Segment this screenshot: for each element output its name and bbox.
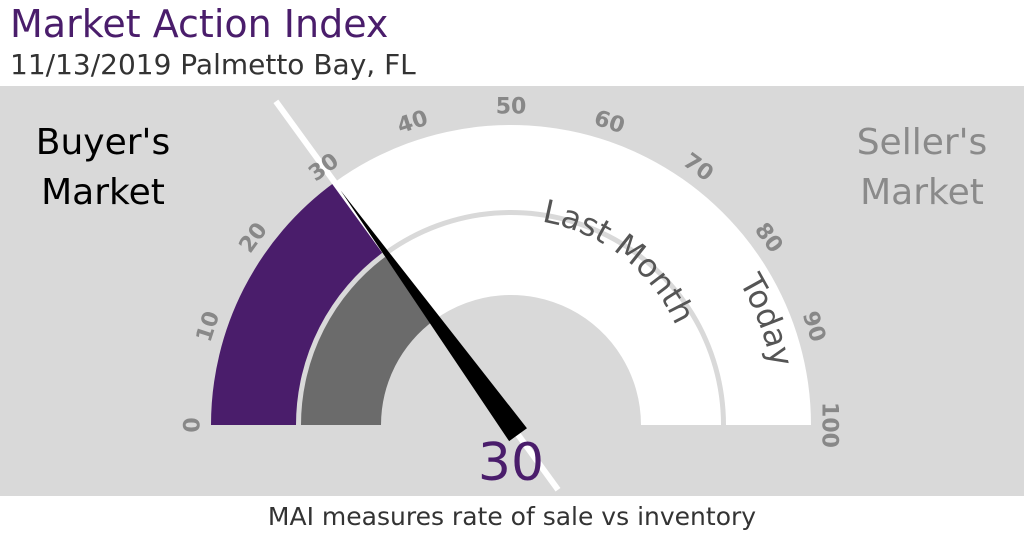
last-month-value-arc bbox=[301, 255, 435, 425]
today-track bbox=[334, 124, 811, 425]
sellers-market-label-line2: Market bbox=[860, 172, 984, 213]
gauge-value-label: 30 bbox=[478, 433, 544, 493]
last-month-track bbox=[387, 215, 721, 425]
sellers-market-label-line1: Seller's bbox=[857, 122, 988, 163]
footer-caption: MAI measures rate of sale vs inventory bbox=[267, 502, 757, 531]
page-title: Market Action Index bbox=[10, 2, 389, 46]
tick-label-0: 0 bbox=[181, 417, 206, 432]
page-subtitle: 11/13/2019 Palmetto Bay, FL bbox=[10, 48, 416, 81]
tick-label-100: 100 bbox=[817, 402, 842, 448]
gauge-needle bbox=[340, 190, 527, 442]
buyers-market-label-line1: Buyer's bbox=[36, 122, 170, 163]
today-value-arc bbox=[211, 182, 385, 425]
tick-label-50: 50 bbox=[496, 95, 527, 120]
buyers-market-label-line2: Market bbox=[41, 172, 165, 213]
